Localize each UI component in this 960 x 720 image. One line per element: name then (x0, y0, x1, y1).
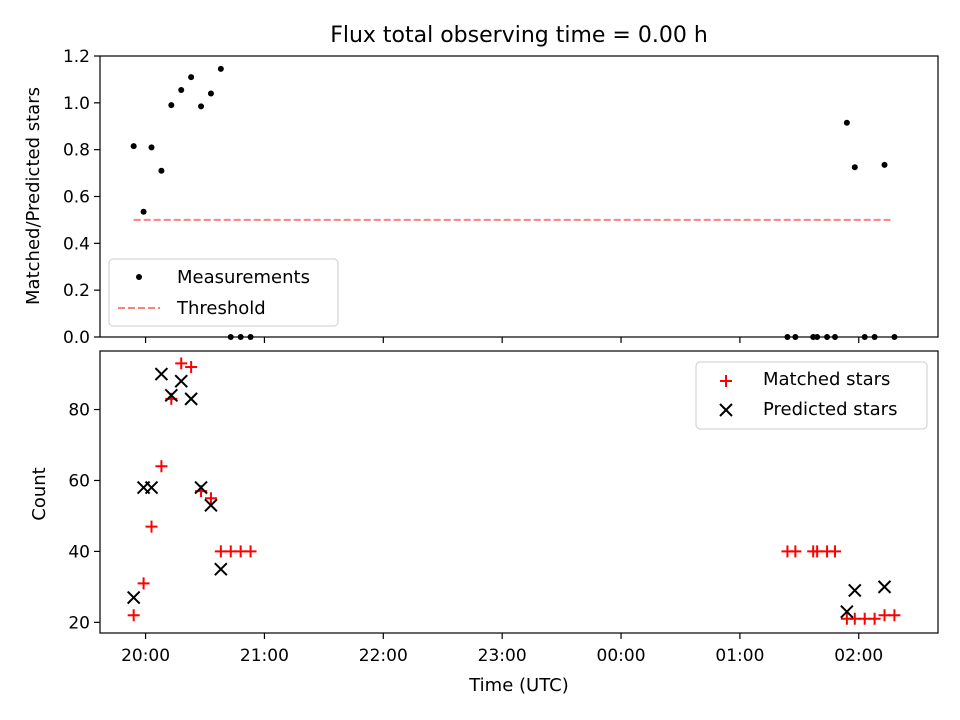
matched-star-point (828, 545, 841, 558)
y-tick-label: 60 (68, 471, 90, 491)
matched-star-point (185, 360, 198, 373)
ratio-plot-area (130, 65, 898, 340)
count-x-ticks: 20:00 21:00 22:00 23:00 00:00 01:00 02:00 (121, 633, 883, 666)
x-tick-label: 02:00 (834, 646, 883, 666)
measurement-point (188, 74, 195, 81)
y-tick-label: 80 (68, 401, 90, 421)
measurement-point (130, 143, 137, 150)
legend-predicted-marker (719, 403, 733, 417)
y-tick-label: 40 (68, 542, 90, 562)
legend-matched-label: Matched stars (763, 369, 890, 390)
legend-measurements-label: Measurements (177, 267, 310, 288)
legend-threshold-label: Threshold (176, 298, 266, 319)
measurement-point (148, 144, 155, 151)
matched-star-point (244, 545, 257, 558)
chart-title: Flux total observing time = 0.00 h (330, 23, 708, 48)
count-plot-area (126, 357, 901, 625)
y-tick-label: 20 (68, 613, 90, 633)
predicted-star-point (144, 480, 159, 495)
measurement-point (217, 65, 224, 72)
matched-star-point (789, 545, 802, 558)
matched-star-point (127, 609, 140, 622)
measurement-point (843, 119, 850, 126)
predicted-star-point (214, 562, 228, 576)
y-tick-label: 0.6 (63, 188, 90, 208)
predicted-star-point (194, 480, 208, 495)
count-legend: Matched stars Predicted stars (695, 361, 928, 430)
y-tick-label: 0.2 (63, 281, 90, 301)
measurement-point (158, 167, 165, 174)
measurement-point (140, 208, 147, 215)
measurement-point (168, 102, 175, 109)
y-tick-label: 0.4 (63, 234, 90, 254)
measurement-point (881, 161, 888, 168)
matched-star-point (137, 577, 150, 590)
legend-matched-marker (720, 375, 732, 387)
predicted-star-point (840, 605, 854, 619)
y-tick-label: 1.0 (63, 94, 90, 114)
matched-star-point (155, 460, 168, 473)
x-tick-label: 23:00 (478, 646, 527, 666)
matched-star-point (145, 520, 158, 533)
y-tick-label: 0.0 (63, 328, 90, 348)
matched-star-point (888, 609, 901, 622)
x-tick-label: 00:00 (597, 646, 646, 666)
measurement-point (851, 164, 858, 171)
predicted-star-point (877, 580, 892, 594)
ratio-legend: Measurements Threshold (108, 258, 339, 327)
count-panel: 20:00 21:00 22:00 23:00 00:00 01:00 02:00 20 40… (29, 350, 939, 666)
predicted-star-point (164, 388, 179, 403)
ratio-panel: 0.0 0.2 0.4 0.6 0.8 1.0 1.2 Matched/Predicted … (23, 47, 939, 348)
measurement-point (178, 86, 185, 93)
count-y-ticks: 20 40 60 80 (68, 401, 100, 633)
matched-star-point (175, 357, 188, 370)
x-tick-label: 21:00 (240, 646, 289, 666)
measurement-point (207, 90, 214, 97)
predicted-star-point (174, 374, 188, 388)
predicted-star-point (848, 583, 862, 598)
matched-star-point (868, 612, 881, 625)
predicted-star-point (184, 392, 198, 406)
predicted-star-point (126, 590, 141, 605)
predicted-star-point (204, 498, 218, 513)
x-axis-label: Time (UTC) (468, 675, 569, 696)
y-tick-label: 1.2 (63, 47, 90, 67)
ratio-y-ticks: 0.0 0.2 0.4 0.6 0.8 1.0 1.2 (63, 47, 100, 348)
ratio-x-ticks (144, 337, 860, 343)
measurement-point (198, 103, 205, 110)
matched-star-point (204, 492, 217, 505)
x-tick-label: 22:00 (359, 646, 408, 666)
legend-measurements-marker (136, 274, 142, 280)
x-tick-label: 01:00 (715, 646, 764, 666)
count-axes-frame (99, 350, 939, 634)
ratio-y-axis-label: Matched/Predicted stars (23, 87, 44, 305)
y-tick-label: 0.8 (63, 141, 90, 161)
legend-predicted-label: Predicted stars (763, 399, 897, 420)
predicted-star-point (154, 367, 169, 381)
x-tick-label: 20:00 (121, 646, 170, 666)
count-y-axis-label: Count (29, 467, 50, 520)
